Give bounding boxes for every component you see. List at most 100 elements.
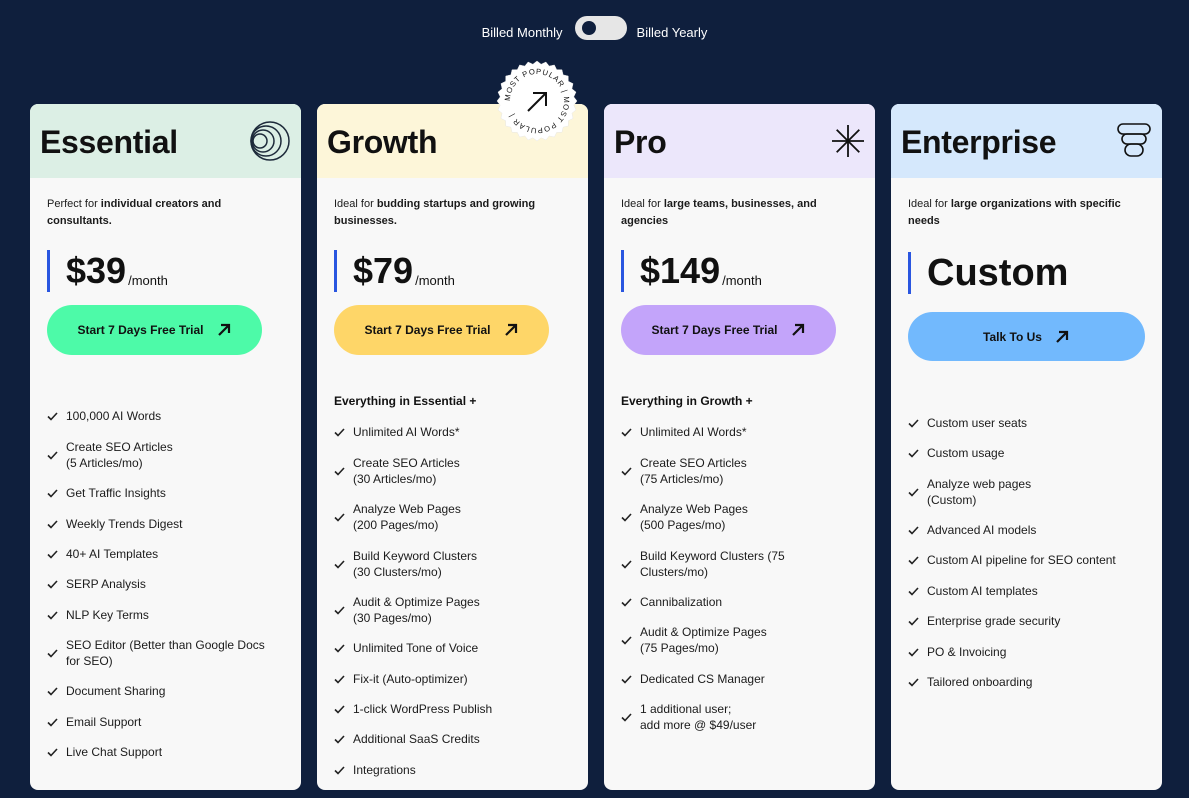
feature-text: Enterprise grade security: [927, 614, 1061, 628]
feature-item: Analyze Web Pages (500 Pages/mo): [621, 501, 861, 533]
feature-item: SEO Editor (Better than Google Docs for …: [47, 637, 287, 669]
check-icon: [47, 648, 66, 658]
plan-name: Essential: [40, 124, 178, 160]
feature-text: Dedicated CS Manager: [640, 672, 765, 686]
plan-price: $79 /month: [334, 250, 455, 292]
talk-to-us-button[interactable]: Talk To Us: [908, 312, 1145, 361]
button-label: Start 7 Days Free Trial: [364, 323, 491, 337]
feature-text: Custom AI pipeline for SEO content: [927, 553, 1116, 567]
feature-text: Create SEO Articles (75 Articles/mo): [640, 456, 747, 486]
feature-item: Cannibalization: [621, 594, 861, 610]
check-icon: [334, 674, 353, 684]
feature-text: Build Keyword Clusters (30 Clusters/mo): [353, 549, 478, 579]
arrow-up-right-icon: [1054, 329, 1070, 345]
feature-item: Unlimited AI Words*: [621, 424, 861, 440]
check-icon: [908, 555, 927, 565]
billed-monthly-label[interactable]: Billed Monthly: [481, 24, 563, 40]
price-period: /month: [415, 273, 455, 288]
feature-item: Build Keyword Clusters (75 Clusters/mo): [621, 548, 861, 580]
feature-item: Custom AI templates: [908, 583, 1148, 599]
feature-text: Custom usage: [927, 446, 1005, 460]
check-icon: [908, 448, 927, 458]
feature-subhead: Everything in Growth +: [621, 394, 753, 408]
check-icon: [47, 450, 66, 460]
feature-text: Unlimited AI Words*: [640, 425, 747, 439]
plan-card-enterprise: Enterprise Ideal for large organizations…: [891, 104, 1162, 790]
feature-text: Analyze Web Pages (500 Pages/mo): [640, 502, 748, 532]
feature-item: Fix-it (Auto-optimizer): [334, 671, 574, 687]
feature-item: PO & Invoicing: [908, 644, 1148, 660]
check-icon: [334, 704, 353, 714]
feature-item: NLP Key Terms: [47, 607, 287, 623]
plan-card-pro: Pro Ideal for large teams, businesses, a…: [604, 104, 875, 790]
feature-item: Create SEO Articles (30 Articles/mo): [334, 455, 574, 487]
check-icon: [908, 586, 927, 596]
check-icon: [47, 610, 66, 620]
feature-text: Integrations: [353, 763, 416, 777]
check-icon: [621, 712, 640, 722]
price-amount: $39: [66, 250, 127, 291]
check-icon: [47, 686, 66, 696]
feature-item: 1 additional user; add more @ $49/user: [621, 701, 861, 733]
check-icon: [334, 765, 353, 775]
check-icon: [47, 549, 66, 559]
feature-item: Create SEO Articles (5 Articles/mo): [47, 439, 287, 471]
feature-text: Custom user seats: [927, 416, 1028, 430]
feature-item: Tailored onboarding: [908, 674, 1148, 690]
feature-item: Audit & Optimize Pages (30 Pages/mo): [334, 594, 574, 626]
check-icon: [334, 427, 353, 437]
check-icon: [908, 677, 927, 687]
feature-text: Build Keyword Clusters (75 Clusters/mo): [640, 549, 785, 579]
feature-text: Audit & Optimize Pages (30 Pages/mo): [353, 595, 480, 625]
feature-item: Integrations: [334, 762, 574, 778]
price-amount: $149: [640, 250, 721, 291]
feature-text: Email Support: [66, 715, 142, 729]
plan-card-growth: Growth Ideal for budding startups and gr…: [317, 104, 588, 790]
billing-switch[interactable]: [574, 16, 627, 40]
plan-header: Essential: [30, 104, 301, 178]
feature-item: Live Chat Support: [47, 744, 287, 760]
feature-text: 1 additional user; add more @ $49/user: [640, 702, 757, 732]
feature-item: Get Traffic Insights: [47, 485, 287, 501]
feature-text: Create SEO Articles (5 Articles/mo): [66, 440, 173, 470]
feature-text: 1-click WordPress Publish: [353, 702, 493, 716]
plan-price: $149 /month: [621, 250, 762, 292]
feature-item: 40+ AI Templates: [47, 546, 287, 562]
check-icon: [334, 605, 353, 615]
check-icon: [334, 512, 353, 522]
feature-item: Create SEO Articles (75 Articles/mo): [621, 455, 861, 487]
feature-text: NLP Key Terms: [66, 608, 149, 622]
check-icon: [621, 559, 640, 569]
plan-price: $39 /month: [47, 250, 168, 292]
plan-name: Growth: [327, 124, 438, 160]
feature-item: Unlimited Tone of Voice: [334, 640, 574, 656]
start-trial-button[interactable]: Start 7 Days Free Trial: [334, 305, 549, 355]
plan-name: Pro: [614, 124, 667, 160]
plan-header: Enterprise: [891, 104, 1162, 178]
feature-text: Audit & Optimize Pages (75 Pages/mo): [640, 625, 767, 655]
check-icon: [334, 734, 353, 744]
button-label: Start 7 Days Free Trial: [77, 323, 204, 337]
plan-name: Enterprise: [901, 124, 1057, 160]
feature-item: Enterprise grade security: [908, 613, 1148, 629]
feature-item: Custom user seats: [908, 415, 1148, 431]
feature-text: SERP Analysis: [66, 577, 146, 591]
plan-description: Ideal for large organizations with speci…: [908, 198, 1121, 227]
check-icon: [47, 717, 66, 727]
billed-yearly-label[interactable]: Billed Yearly: [636, 24, 708, 40]
feature-text: Fix-it (Auto-optimizer): [353, 672, 468, 686]
price-period: /month: [722, 273, 762, 288]
feature-item: Custom usage: [908, 445, 1148, 461]
feature-item: Analyze Web Pages (200 Pages/mo): [334, 501, 574, 533]
feature-item: Unlimited AI Words*: [334, 424, 574, 440]
check-icon: [621, 674, 640, 684]
switch-knob: [581, 21, 596, 35]
feature-item: Custom AI pipeline for SEO content: [908, 552, 1148, 568]
feature-text: Advanced AI models: [927, 523, 1037, 537]
start-trial-button[interactable]: Start 7 Days Free Trial: [47, 305, 262, 355]
feature-text: Analyze web pages (Custom): [927, 477, 1032, 507]
check-icon: [47, 488, 66, 498]
feature-text: 40+ AI Templates: [66, 547, 159, 561]
start-trial-button[interactable]: Start 7 Days Free Trial: [621, 305, 836, 355]
check-icon: [908, 647, 927, 657]
